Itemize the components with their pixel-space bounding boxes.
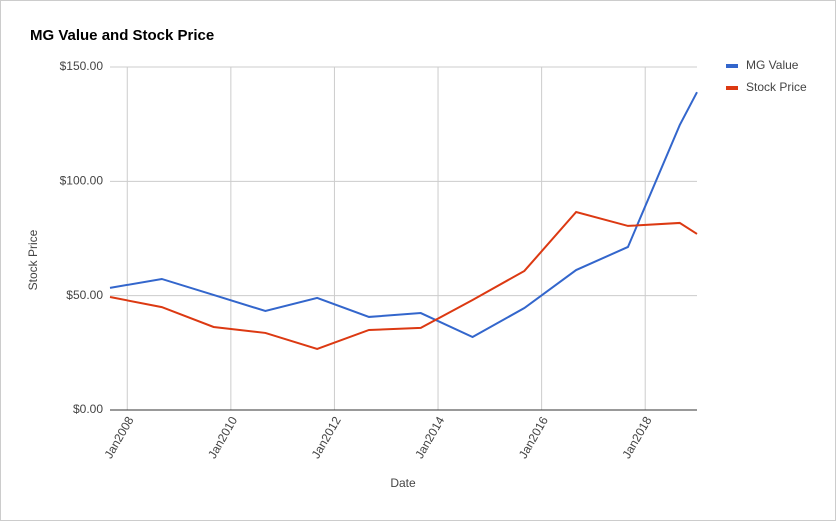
chart-title: MG Value and Stock Price	[30, 27, 214, 44]
y-tick-label: $100.00	[60, 174, 104, 188]
x-axis-label: Date	[390, 476, 416, 490]
y-tick-label: $0.00	[73, 402, 103, 416]
series-line	[109, 91, 698, 339]
legend-swatch	[726, 64, 738, 68]
y-tick-label: $150.00	[60, 59, 104, 73]
legend-swatch	[726, 86, 738, 90]
legend-label: Stock Price	[746, 80, 807, 94]
legend-label: MG Value	[746, 58, 799, 72]
y-tick-label: $50.00	[66, 288, 103, 302]
series-line	[109, 210, 698, 351]
y-axis-label: Stock Price	[26, 229, 40, 290]
